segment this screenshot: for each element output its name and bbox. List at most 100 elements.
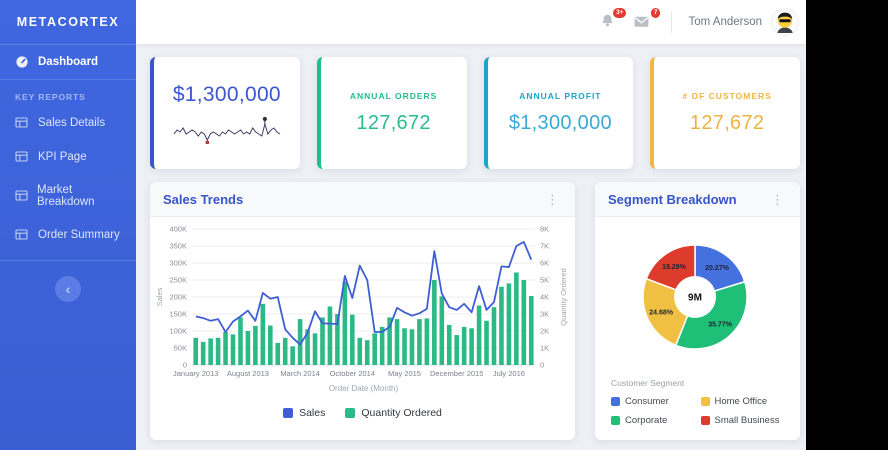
kpi-card-2: ANNUAL ORDERS 127,672 [316,57,467,169]
table-icon [15,189,28,203]
bar [267,325,273,365]
sidebar-reports: Sales Details KPI Page Market Breakdown Ord… [0,106,136,252]
svg-text:July 2016: July 2016 [493,369,525,378]
sales-trends-legend: Sales Quantity Ordered [150,407,575,419]
topbar: 3+ 7 Tom Anderson [136,0,806,44]
svg-text:3K: 3K [540,310,549,319]
legend-label: Quantity Ordered [361,407,442,419]
segment-legend-title: Customer Segment [611,378,685,388]
sales-trends-header: Sales Trends ⋮ [150,182,575,217]
bar [446,324,452,365]
sales-trends-title: Sales Trends [163,191,244,207]
bar [327,306,333,365]
sidebar-item-market-breakdown[interactable]: Market Breakdown [0,174,136,218]
sidebar-item-label: Order Summary [38,229,120,241]
slice-percent-label: 20.27% [705,265,730,272]
svg-text:7K: 7K [540,242,549,251]
notifications-bell-button[interactable]: 3+ [599,8,627,31]
kebab-menu-icon[interactable]: ⋮ [546,191,559,207]
legend-item-small-business[interactable]: Small Business [700,415,785,426]
sidebar-item-sales-details[interactable]: Sales Details [0,106,136,140]
legend-item-home-office[interactable]: Home Office [700,396,785,407]
legend-label: Sales [299,407,326,419]
messages-button[interactable]: 7 [633,8,661,34]
bar [215,337,221,365]
sidebar-collapse-button[interactable]: ‹ [55,276,81,302]
svg-text:October 2014: October 2014 [330,369,375,378]
legend-label: Small Business [714,415,780,426]
bar [342,281,348,365]
bar [432,280,437,365]
bar [379,326,385,365]
sidebar: METACORTEX Dashboard KEY REPORTS Sales D… [0,0,136,450]
sidebar-divider [0,260,136,261]
donut-center-label: 9M [688,293,702,304]
svg-text:400K: 400K [169,225,187,234]
svg-text:250K: 250K [169,276,187,285]
bar [260,303,266,365]
table-icon [15,228,29,242]
legend-label: Corporate [625,415,668,426]
dashboard-page: METACORTEX Dashboard KEY REPORTS Sales D… [0,0,806,450]
segment-breakdown-panel: Segment Breakdown ⋮ 20.27% 35.77% 24.68% 19… [595,182,800,440]
slice-percent-label: 19.29% [662,264,687,271]
bar [253,325,258,365]
bar [335,314,340,365]
legend-swatch [700,397,710,406]
bar [200,341,206,365]
slice-percent-label: 24.68% [649,309,674,316]
kpi-card-4: # OF CUSTOMERS 127,672 [650,57,800,169]
legend-item-quantity-ordered[interactable]: Quantity Ordered [345,407,442,419]
svg-text:350K: 350K [169,242,187,251]
legend-item-consumer[interactable]: Consumer [611,396,695,407]
sales-trends-chart: 0 0 50K 1K 100K 2K 150K 3K 200K 4K 250K 5K 300K 6K 350… [155,225,568,393]
bar [387,317,392,365]
mail-badge: 7 [650,8,661,18]
legend-swatch [611,397,620,406]
bar [245,331,251,365]
sidebar-item-label: KPI Page [38,151,87,163]
legend-label: Consumer [625,396,669,407]
right-axis-title: Quantity Ordered [559,268,568,326]
bar [372,333,377,365]
mail-icon [633,16,650,34]
sidebar-item-order-summary[interactable]: Order Summary [0,218,136,252]
bar [350,314,355,365]
sidebar-item-label: Dashboard [38,56,99,68]
bar [290,346,295,365]
kebab-menu-icon[interactable]: ⋮ [771,191,784,207]
sidebar-item-dashboard[interactable]: Dashboard [0,45,136,79]
x-axis-title: Order Date (Month) [329,384,399,393]
bar [297,319,303,365]
bar [454,335,460,365]
svg-text:January 2013: January 2013 [173,369,218,378]
bar [230,334,236,365]
bar [476,305,482,365]
kpi-card-3: ANNUAL PROFIT $1,300,000 [483,57,634,169]
sales-sparkline [173,116,281,144]
gauge-icon [15,55,29,69]
letterbox-right [806,0,888,450]
bar [491,307,497,365]
svg-text:0: 0 [183,361,187,370]
sidebar-item-label: Market Breakdown [37,184,95,208]
svg-text:August 2013: August 2013 [227,369,269,378]
legend-item-sales[interactable]: Sales [283,407,325,419]
bar [238,317,243,365]
bell-badge: 3+ [613,8,627,18]
kpi-value: $1,300,000 [172,82,281,106]
bar [417,319,422,365]
svg-text:4K: 4K [540,293,549,302]
sidebar-item-kpi-page[interactable]: KPI Page [0,140,136,174]
bar [514,272,519,365]
legend-item-corporate[interactable]: Corporate [611,415,695,426]
bar [409,329,415,365]
sidebar-divider [0,79,136,80]
user-avatar[interactable] [772,9,798,35]
bar [521,280,527,365]
bar [499,286,504,365]
segment-breakdown-header: Segment Breakdown ⋮ [595,182,800,217]
bar [402,328,407,365]
bar [364,340,370,365]
segment-donut-chart: 20.27% 35.77% 24.68% 19.29% 9M [642,244,748,350]
